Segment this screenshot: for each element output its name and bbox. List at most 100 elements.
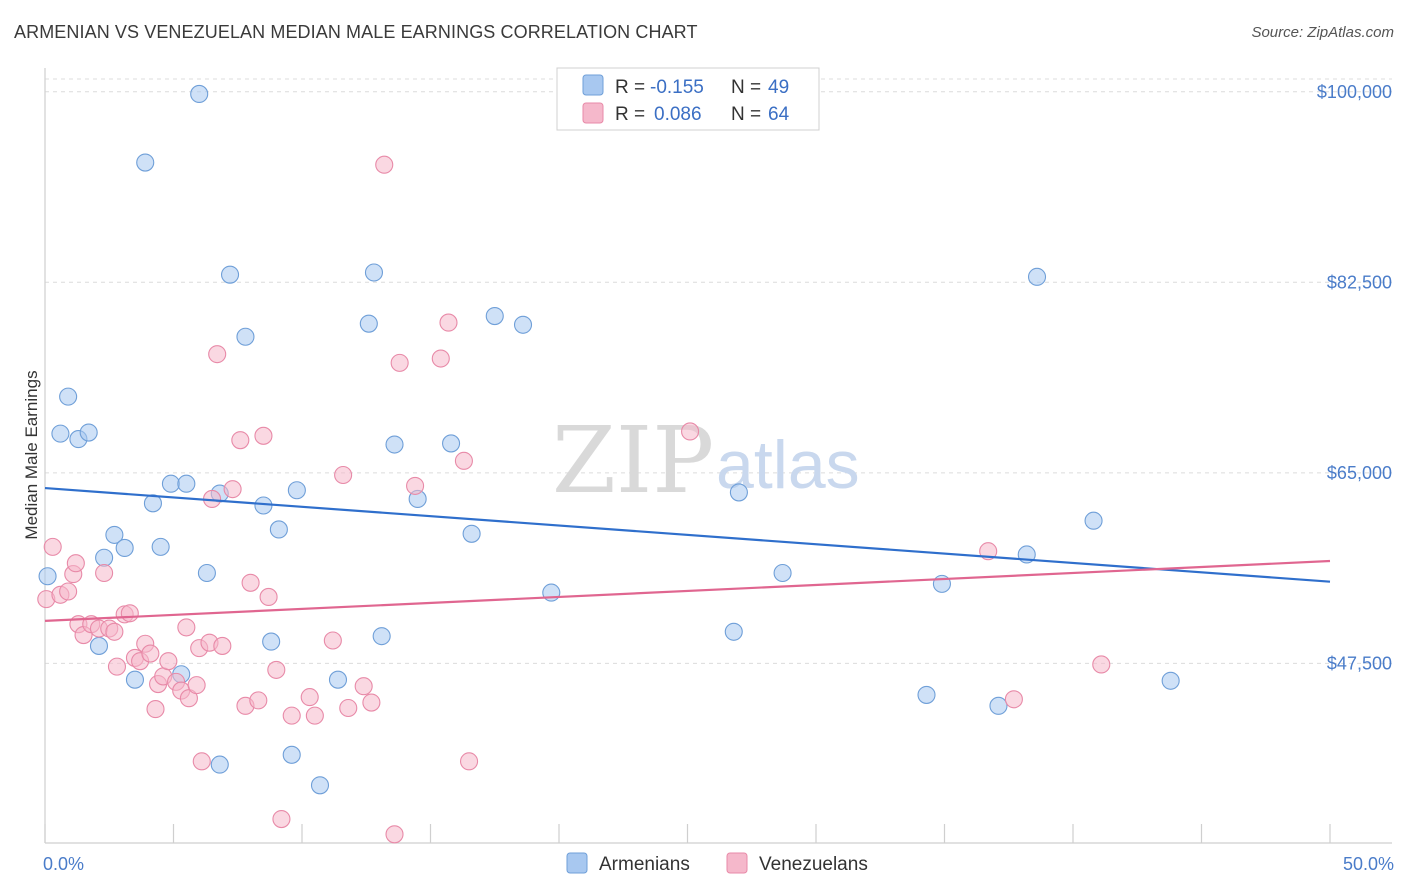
venezuelans-point-33 <box>208 345 227 364</box>
armenians-point-21 <box>236 327 255 346</box>
armenians-point-44 <box>989 696 1008 715</box>
armenians-point-32 <box>385 435 404 454</box>
venezuelans-point-13 <box>107 657 127 676</box>
armenians-point-19 <box>210 755 229 774</box>
venezuelans-point-1 <box>43 537 62 556</box>
venezuelans-point-5 <box>66 554 85 573</box>
legend-r-value-armenians: -0.155 <box>650 77 704 98</box>
venezuelans-point-41 <box>259 587 278 606</box>
armenians-point-11 <box>143 494 162 513</box>
venezuelans-point-10 <box>95 563 114 583</box>
armenians-point-7 <box>105 525 124 544</box>
venezuelans-point-50 <box>354 677 373 696</box>
venezuelans-point-55 <box>406 476 425 495</box>
venezuelans-point-60 <box>681 422 700 441</box>
x-tick-label-1: 50.0% <box>1343 854 1394 874</box>
venezuelans-point-39 <box>249 691 268 710</box>
trend-lines <box>44 486 1331 622</box>
bottom-legend-venezuelans: Venezuelans <box>759 854 868 875</box>
venezuelans-point-42 <box>267 660 286 679</box>
armenians-point-37 <box>513 315 533 334</box>
y-axis-label: Median Male Earnings <box>22 370 41 539</box>
armenians-point-13 <box>161 474 180 493</box>
armenians-point-0 <box>38 567 57 586</box>
venezuelans-point-12 <box>105 622 124 641</box>
venezuelans-point-34 <box>213 636 232 655</box>
armenians-point-9 <box>125 670 144 689</box>
venezuelans-point-46 <box>305 706 324 725</box>
armenians-point-30 <box>364 263 384 282</box>
armenians-point-39 <box>724 622 743 641</box>
armenians-point-10 <box>136 153 155 172</box>
armenians-point-29 <box>359 314 378 333</box>
venezuelans-point-38 <box>241 573 260 592</box>
armenians-point-24 <box>269 520 288 539</box>
armenians-point-31 <box>372 627 391 646</box>
venezuelans-point-44 <box>282 706 301 725</box>
armenians-point-1 <box>51 424 70 443</box>
armenians-point-12 <box>151 537 170 556</box>
venezuelans-point-43 <box>272 809 291 829</box>
legend-n-label-armenians: N = <box>731 77 761 98</box>
venezuelans-point-28 <box>187 676 206 695</box>
venezuelans-trend-line <box>44 559 1331 622</box>
y-tick-label-1: $65,000 <box>1327 463 1392 483</box>
armenians-point-17 <box>197 563 216 583</box>
armenians-point-46 <box>1027 267 1047 286</box>
venezuelans-point-26 <box>177 618 196 637</box>
armenians-point-48 <box>1161 671 1180 690</box>
armenians-point-28 <box>328 670 348 689</box>
armenians-point-16 <box>190 84 209 104</box>
venezuelans-point-49 <box>339 698 358 718</box>
bottom-legend: Armenians Venezuelans <box>566 852 868 875</box>
venezuelans-point-19 <box>141 644 160 663</box>
armenians-point-20 <box>220 265 240 284</box>
armenians-point-6 <box>95 548 114 567</box>
axes <box>44 68 1392 844</box>
y-tick-label-0: $47,500 <box>1327 653 1392 673</box>
x-tick-labels: 0.0% 50.0% <box>43 854 1394 874</box>
venezuelans-point-40 <box>254 426 273 445</box>
venezuelans-point-57 <box>439 313 458 332</box>
bottom-legend-swatch-armenians <box>566 852 588 874</box>
x-tick-label-0: 0.0% <box>43 854 84 874</box>
legend-r-label-armenians: R = <box>615 77 645 98</box>
legend-n-value-armenians: 49 <box>768 77 789 98</box>
armenians-point-4 <box>79 423 98 442</box>
venezuelans-point-15 <box>120 604 139 623</box>
armenians-point-40 <box>729 483 748 502</box>
bottom-legend-swatch-venezuelans <box>726 852 748 874</box>
bottom-legend-armenians: Armenians <box>599 854 690 875</box>
venezuelans-point-47 <box>323 631 342 650</box>
armenians-point-25 <box>282 745 301 764</box>
watermark: ZIP atlas <box>552 407 860 514</box>
armenians-point-26 <box>287 481 306 500</box>
armenians-point-41 <box>773 563 792 583</box>
armenians-point-23 <box>262 632 281 651</box>
venezuelans-point-59 <box>459 752 479 771</box>
venezuelans-point-56 <box>431 349 450 368</box>
y-tick-label-2: $82,500 <box>1327 272 1392 292</box>
chart-title: ARMENIAN VS VENEZUELAN MEDIAN MALE EARNI… <box>14 22 698 42</box>
legend-swatch-venezuelans <box>582 102 604 124</box>
venezuelans-point-58 <box>454 451 473 470</box>
y-tick-label-3: $100,000 <box>1317 82 1392 102</box>
venezuelans-point-30 <box>192 752 211 771</box>
legend-r-value-venezuelans: 0.086 <box>654 104 702 125</box>
armenians-point-15 <box>177 474 196 493</box>
armenians-point-2 <box>59 387 78 406</box>
armenians-point-47 <box>1084 511 1103 530</box>
venezuelans-point-53 <box>385 825 404 844</box>
venezuelans-point-62 <box>1004 690 1023 709</box>
venezuelans-point-3 <box>59 582 78 601</box>
venezuelans-point-51 <box>362 693 381 712</box>
venezuelans-point-63 <box>1092 655 1111 674</box>
venezuelans-point-52 <box>375 155 394 174</box>
armenians-point-35 <box>462 524 481 543</box>
legend-r-label-venezuelans: R = <box>615 104 645 125</box>
armenians-point-42 <box>917 685 936 704</box>
armenians-trend-line <box>44 486 1331 583</box>
armenians-point-36 <box>485 307 504 326</box>
venezuelans-point-48 <box>334 465 353 485</box>
